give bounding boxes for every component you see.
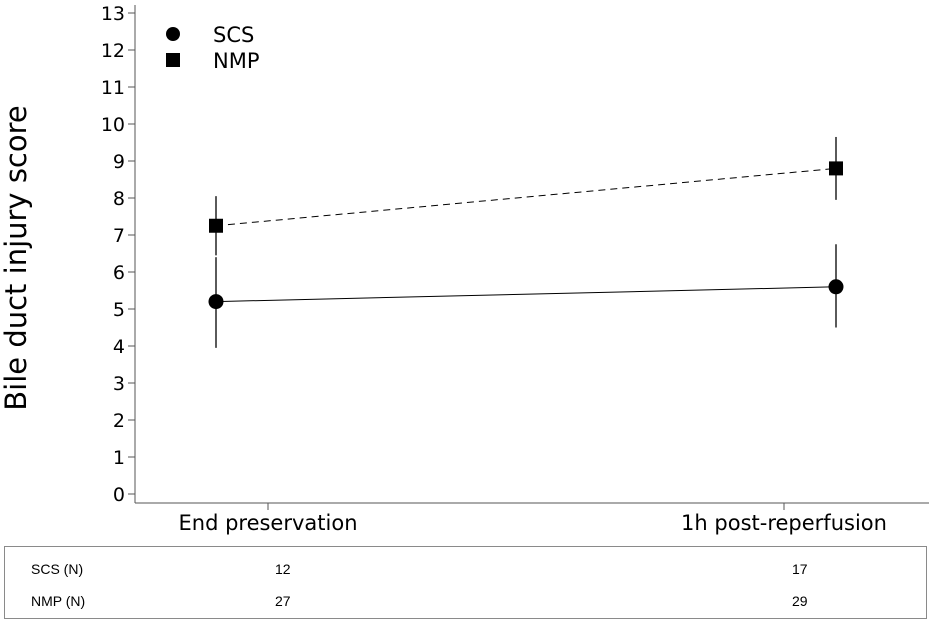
legend-marker (166, 27, 180, 41)
x-tick-label: End preservation (178, 511, 357, 535)
chart: Bile duct injury score 01234567891011121… (0, 3, 929, 535)
n-table-row-scs: SCS (N) 12 17 (5, 561, 926, 581)
data-point (208, 294, 224, 310)
y-axis-label: Bile duct injury score (0, 105, 33, 411)
series-line (215, 286, 837, 303)
y-tick-label: 4 (113, 336, 125, 358)
x-ticks: End preservation 1h post-reperfusion (178, 503, 887, 535)
n-table-label: SCS (N) (31, 561, 84, 577)
data-point (209, 218, 223, 233)
series-layer (208, 136, 844, 348)
x-tick-label: 1h post-reperfusion (681, 511, 887, 535)
data-point (829, 161, 843, 176)
series-nmp (209, 136, 843, 256)
n-table: SCS (N) 12 17 NMP (N) 27 29 (4, 546, 927, 619)
y-tick-label: 8 (113, 188, 125, 210)
y-tick-label: 12 (101, 40, 125, 62)
data-point (828, 279, 844, 295)
y-tick-label: 11 (101, 77, 125, 99)
series-scs (208, 244, 844, 348)
y-tick-label: 7 (113, 225, 125, 247)
y-tick-label: 9 (113, 151, 125, 173)
n-table-value: 17 (792, 561, 808, 577)
legend-label: NMP (213, 49, 260, 73)
n-table-label: NMP (N) (31, 593, 86, 609)
n-table-value: 12 (275, 561, 291, 577)
y-tick-label: 13 (101, 3, 125, 25)
legend-marker (166, 53, 180, 67)
y-tick-label: 3 (113, 373, 125, 395)
y-tick-label: 0 (113, 484, 125, 506)
n-table-value: 27 (275, 593, 291, 609)
series-line (215, 167, 837, 227)
y-tick-label: 2 (113, 410, 125, 432)
legend-label: SCS (213, 23, 254, 47)
y-tick-label: 1 (113, 447, 125, 469)
y-tick-label: 10 (101, 114, 125, 136)
n-table-value: 29 (792, 593, 808, 609)
n-table-row-nmp: NMP (N) 27 29 (5, 593, 926, 613)
y-tick-label: 6 (113, 262, 125, 284)
y-tick-label: 5 (113, 299, 125, 321)
